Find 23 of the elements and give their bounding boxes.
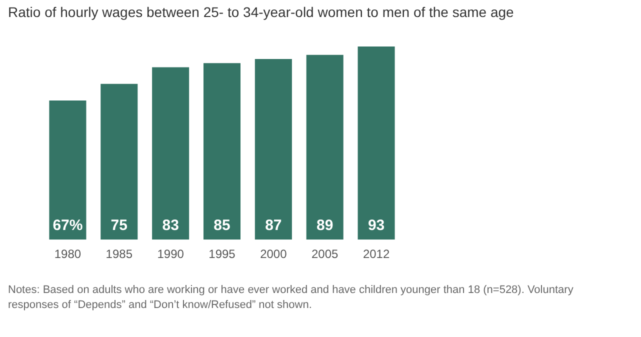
data-label: 93 xyxy=(368,217,385,234)
x-tick-label: 1985 xyxy=(106,247,133,262)
bar xyxy=(49,100,86,240)
data-label: 67% xyxy=(52,217,83,234)
bar xyxy=(306,54,344,240)
bar xyxy=(100,84,138,240)
text: Notes: Based on adults who are working or have ever worked and have children younger than 18 (n=528). Voluntary responses of “Depends” and “Don’t know/Refused” not shown. xyxy=(8,283,574,313)
bar xyxy=(254,58,292,240)
chart-title: Ratio of hourly wages between 25- to 34-year-old women to men of the same age xyxy=(8,4,514,20)
bar xyxy=(358,46,395,240)
x-tick-label: 2005 xyxy=(312,247,339,262)
data-label: 75 xyxy=(110,217,128,234)
bar xyxy=(203,63,241,240)
x-tick-label: 2012 xyxy=(362,247,390,262)
x-tick-label: 1990 xyxy=(157,247,184,262)
data-label: 83 xyxy=(162,217,179,234)
data-label: 85 xyxy=(214,217,230,234)
x-tick-label: 2000 xyxy=(260,247,288,262)
data-label: 87 xyxy=(265,217,282,234)
bar xyxy=(152,67,190,240)
x-tick-label: 1980 xyxy=(54,247,82,262)
x-tick-label: 1995 xyxy=(208,247,236,262)
data-label: 89 xyxy=(316,217,334,234)
